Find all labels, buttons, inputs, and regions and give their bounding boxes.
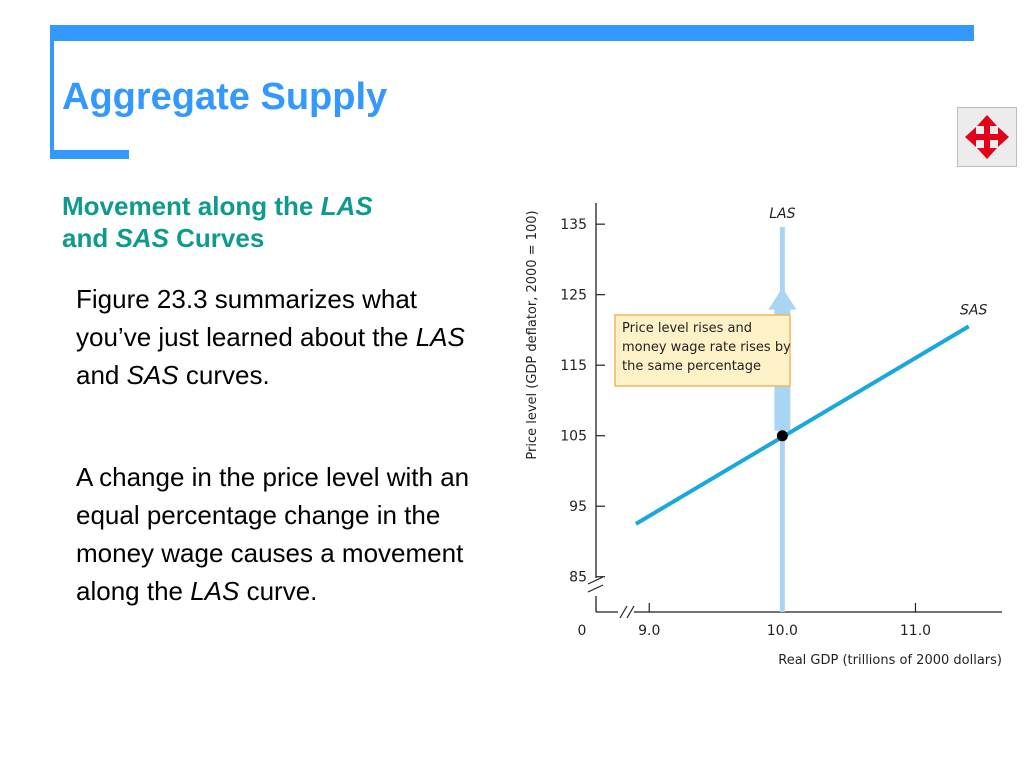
- sas-curve: [634, 324, 970, 526]
- p2-text-1: A change in the price level with an equa…: [76, 462, 470, 606]
- sas-label: SAS: [960, 302, 987, 318]
- header-top-bar: [50, 25, 974, 41]
- y-tick-label: 105: [560, 429, 587, 445]
- y-axis-ticks: 85 95 105 115 125 135: [560, 217, 605, 586]
- header-bottom-bar: [50, 150, 129, 159]
- x-axis-break: [619, 605, 635, 619]
- header-left-bar: [50, 25, 54, 159]
- y-tick-label: 85: [569, 570, 587, 586]
- x-tick-label: 9.0: [638, 623, 660, 639]
- body-paragraph-2: A change in the price level with an equa…: [76, 458, 496, 610]
- four-way-move-arrows-icon: [965, 115, 1009, 159]
- p2-text-2: curve.: [239, 576, 318, 606]
- subtitle-sas: SAS: [115, 223, 169, 253]
- subtitle-text-2: and: [62, 223, 116, 253]
- p2-las: LAS: [190, 576, 240, 606]
- y-axis-title: Price level (GDP deflator, 2000 = 100): [525, 210, 540, 459]
- p1-text-2: and: [76, 360, 127, 390]
- p1-text-3: curves.: [178, 360, 270, 390]
- annotation-box: [614, 314, 791, 387]
- y-axis-break: [587, 576, 604, 593]
- subtitle-text-1: Movement along the: [62, 191, 321, 221]
- annotation-text: Price level rises and money wage rate ri…: [622, 321, 795, 374]
- p1-text-1: Figure 23.3 summarizes what you’ve just …: [76, 284, 418, 352]
- x-axis-ticks: 0 9.0 10.0 11.0: [578, 603, 931, 639]
- x-axis-title: Real GDP (trillions of 2000 dollars): [778, 653, 1002, 668]
- annotation-line-1: Price level rises and: [622, 321, 752, 336]
- las-label: LAS: [769, 206, 795, 222]
- body-paragraph-1: Figure 23.3 summarizes what you’ve just …: [76, 280, 496, 394]
- y-tick-label: 95: [569, 499, 587, 515]
- y-tick-label: 135: [560, 217, 587, 233]
- y-tick-label: 115: [560, 358, 587, 374]
- x-tick-label: 0: [578, 623, 587, 639]
- p1-sas: SAS: [126, 360, 179, 390]
- p1-las: LAS: [415, 322, 465, 352]
- slide-nav-button[interactable]: [957, 107, 1017, 167]
- y-tick-label: 125: [560, 288, 587, 304]
- subtitle-las: LAS: [320, 191, 373, 221]
- subtitle-text-3: Curves: [168, 223, 265, 253]
- slide-subtitle: Movement along the LAS and SAS Curves: [62, 190, 502, 254]
- annotation-line-2: money wage rate rises by: [622, 340, 791, 355]
- slide-title: Aggregate Supply: [62, 76, 388, 118]
- equilibrium-point: [776, 430, 788, 442]
- annotation-line-3: the same percentage: [622, 359, 761, 374]
- x-tick-label: 10.0: [767, 623, 798, 639]
- x-tick-label: 11.0: [900, 623, 931, 639]
